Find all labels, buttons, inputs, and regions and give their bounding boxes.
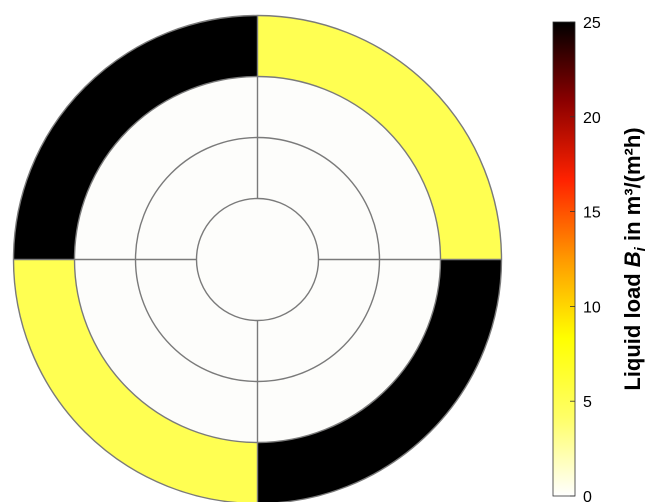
sector-ring3-top-left	[74, 76, 258, 260]
colorbar-tick-label-25: 25	[583, 15, 601, 32]
colorbar-tick-label-5: 5	[583, 394, 592, 411]
colorbar-tick-label-10: 10	[583, 299, 601, 316]
sector-ring2-bottom-left	[135, 259, 258, 382]
colorbar-label: Liquid load Bi in m³/(m²h)	[620, 127, 649, 390]
sector-ring4-top-left	[13, 15, 258, 260]
sector-ring1-bottom-left	[196, 259, 258, 321]
colorbar-ticks: 0 5 10 15 20 25	[570, 15, 601, 502]
colorbar-label-symbol: B	[620, 251, 645, 267]
sector-ring4-top-right	[257, 15, 502, 260]
colorbar-gradient	[552, 21, 576, 497]
colorbar-label-prefix: Liquid load	[620, 267, 645, 390]
colorbar-tick-label-20: 20	[583, 110, 601, 127]
sector-ring2-top-right	[257, 137, 380, 260]
colorbar-tick-label-15: 15	[583, 205, 601, 222]
sector-ring3-bottom-right	[257, 259, 441, 443]
colorbar-tick-label-0: 0	[583, 489, 592, 502]
sector-ring2-top-left	[135, 137, 258, 260]
sector-ring4-bottom-right	[257, 259, 502, 502]
sector-ring3-bottom-left	[74, 259, 258, 443]
sector-ring2-bottom-right	[257, 259, 380, 382]
colorbar: 0 5 10 15 20 25 Liquid load Bi in m³/(m²h)	[552, 15, 649, 502]
sector-ring1-top-right	[257, 198, 319, 260]
sector-ring3-top-right	[257, 76, 441, 260]
sector-ring1-bottom-right	[257, 259, 319, 321]
colorbar-label-unit: in m³/(m²h)	[620, 127, 645, 247]
sector-ring1-top-left	[196, 198, 258, 260]
polar-plot-area	[12, 14, 503, 502]
colorbar-label-subscript: i	[632, 246, 649, 251]
sector-ring4-bottom-left	[13, 259, 258, 502]
